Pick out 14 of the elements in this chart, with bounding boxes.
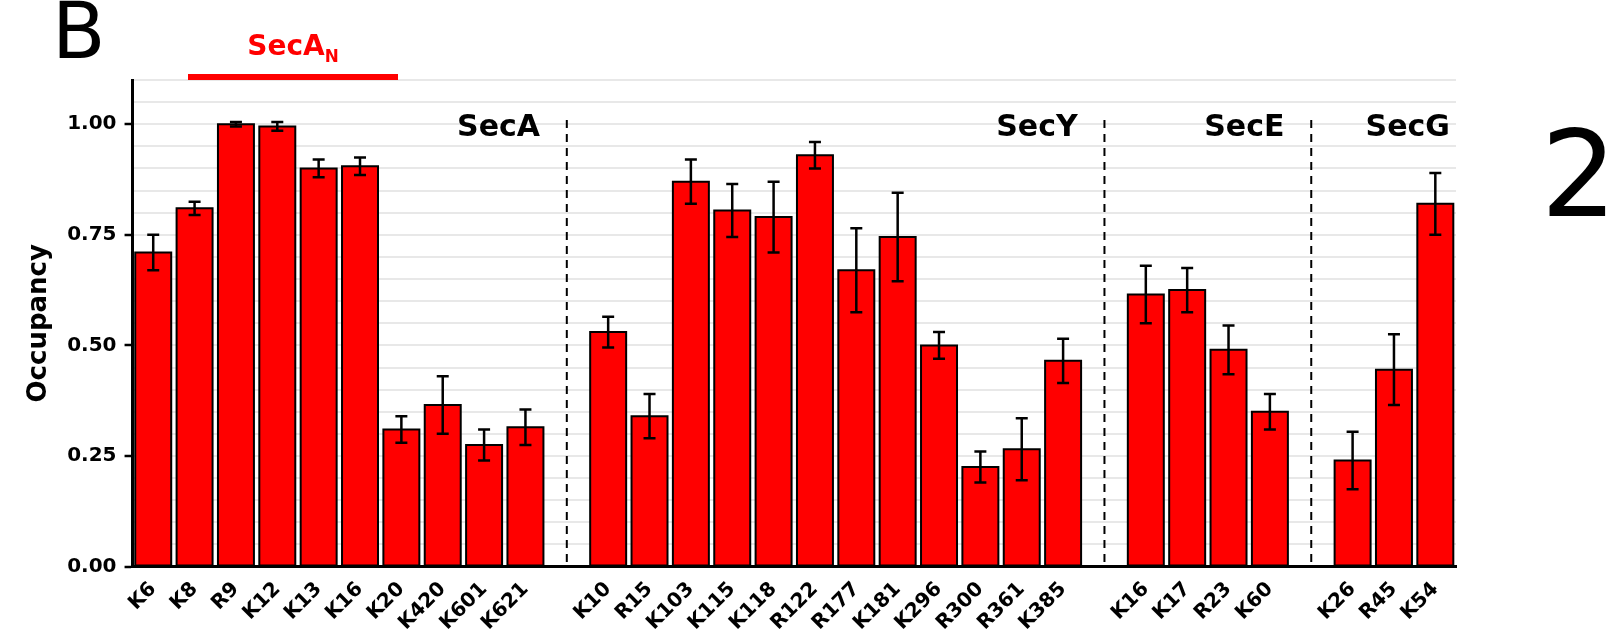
y-tick-label: 1.00 [67, 110, 117, 135]
y-tick-label: 0.25 [67, 442, 117, 467]
y-tick-label: 0.50 [67, 331, 117, 356]
annotation: SecY [996, 108, 1079, 144]
y-tick-label: 0.75 [67, 221, 117, 246]
text: B [52, 0, 106, 77]
y-axis-title: Occupancy [22, 243, 53, 403]
annotation: SecG [1365, 108, 1450, 144]
x-tick-label: K6 [122, 576, 161, 615]
text: 2 [1540, 105, 1617, 245]
annotation: SecE [1204, 108, 1285, 144]
y-tick-label: 0.00 [67, 552, 117, 577]
x-tick-label: K8 [164, 576, 202, 615]
annotation: SecA [457, 108, 541, 144]
